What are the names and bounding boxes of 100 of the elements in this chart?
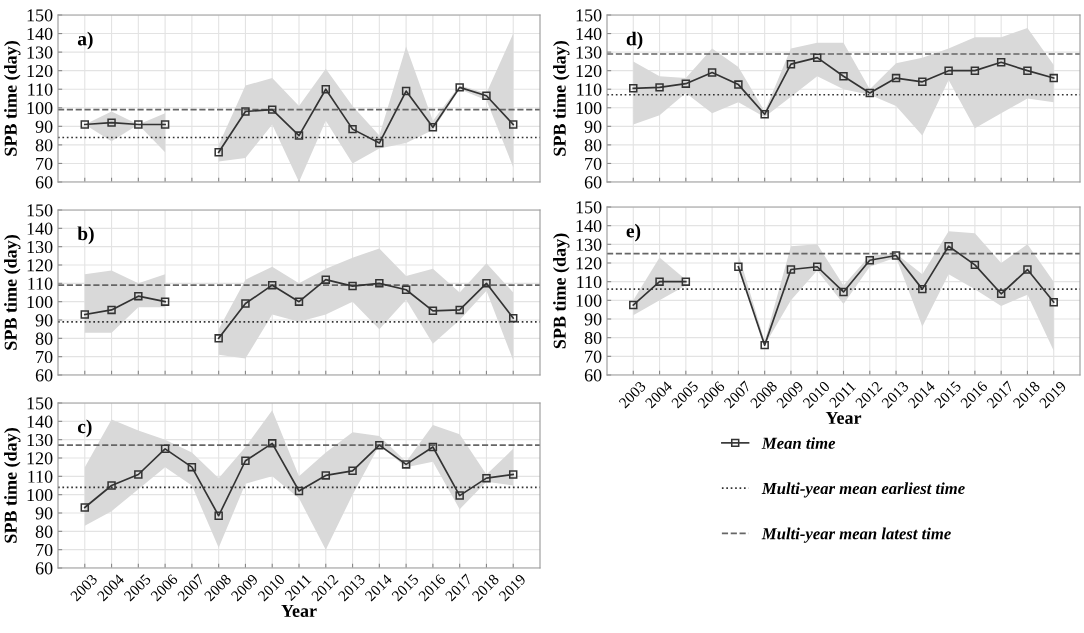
point [428,442,438,452]
point [401,285,411,294]
point [160,444,170,454]
point [865,255,875,265]
annotation: b) [77,226,94,245]
y-tick-label: 70 [585,350,602,363]
y-tick-label: 140 [27,415,53,428]
point [944,241,953,251]
point [134,291,143,301]
point [187,462,197,472]
annotation: a) [77,31,93,50]
point [996,58,1006,67]
y-tick-label: 140 [27,27,53,40]
point [375,138,384,148]
point [1049,297,1058,307]
point [321,84,331,94]
legend-label: Multi-year mean earliest time [761,482,965,498]
point [375,440,384,450]
point [267,280,277,290]
y-tick-label: 80 [35,525,53,538]
point [214,148,223,157]
point [134,470,143,479]
y-tick-label: 150 [27,204,53,217]
point [1023,66,1032,75]
point [455,305,464,315]
y-tick-label: 140 [576,219,602,233]
point [348,124,357,134]
y-tick-label: 60 [35,562,53,575]
y-tick-label: 140 [27,222,53,235]
x-axis-title: Year [825,411,862,424]
y-tick-label: 100 [27,488,53,502]
point [428,123,438,132]
y-tick-label: 70 [36,157,53,170]
y-tick-label: 110 [577,83,602,96]
point [970,260,980,270]
y-tick-label: 80 [35,139,53,152]
point [629,84,638,93]
y-tick-label: 130 [27,433,53,447]
y-axis-title: SPB time (day) [553,233,570,349]
legend-label: Mean time [761,437,836,449]
y-tick-label: 60 [35,369,53,382]
point [375,279,384,288]
y-tick-label: 60 [584,176,602,189]
y-tick-label: 100 [576,102,602,115]
y-tick-label: 120 [27,64,53,78]
point [160,120,170,129]
point [655,277,664,286]
y-axis-title: SPB time (day) [4,428,21,543]
point [482,473,491,483]
point [241,456,250,465]
point [681,277,691,286]
point [80,310,90,319]
y-tick-label: 100 [576,294,602,307]
point [812,53,822,62]
point [107,481,116,490]
point [891,251,901,260]
point [629,300,638,310]
y-tick-label: 90 [584,313,602,326]
point [760,110,769,119]
point [655,83,664,92]
point [401,460,411,469]
y-tick-label: 150 [576,9,602,22]
y-tick-label: 100 [27,102,53,115]
point [891,73,901,83]
point [508,313,518,323]
y-axis-title: SPB time (day) [553,41,570,156]
point [482,279,491,288]
point [134,120,143,129]
point [707,68,717,77]
y-tick-label: 140 [576,27,602,40]
point [241,299,250,308]
y-tick-label: 130 [27,46,53,59]
point [80,120,90,129]
point [944,66,953,75]
point [734,262,743,271]
y-tick-label: 130 [27,240,53,254]
y-tick-label: 120 [576,257,602,270]
y-tick-label: 130 [576,238,602,251]
y-tick-label: 100 [27,295,53,309]
point [348,466,357,476]
point [786,59,796,69]
y-tick-label: 110 [577,275,602,289]
point [455,83,464,92]
point [1023,265,1032,274]
point [760,340,769,350]
point [734,80,743,89]
point [508,470,518,479]
point [294,486,304,496]
point [348,281,357,291]
y-tick-label: 120 [27,452,53,465]
point [508,120,518,129]
y-tick-label: 150 [576,201,602,214]
y-tick-label: 60 [584,369,602,382]
y-tick-label: 90 [35,120,53,133]
y-tick-label: 110 [28,277,53,290]
legend-label: Multi-year mean latest time [761,527,951,543]
point [214,511,223,520]
annotation: d) [626,31,643,50]
point [970,66,980,75]
point [80,503,90,512]
